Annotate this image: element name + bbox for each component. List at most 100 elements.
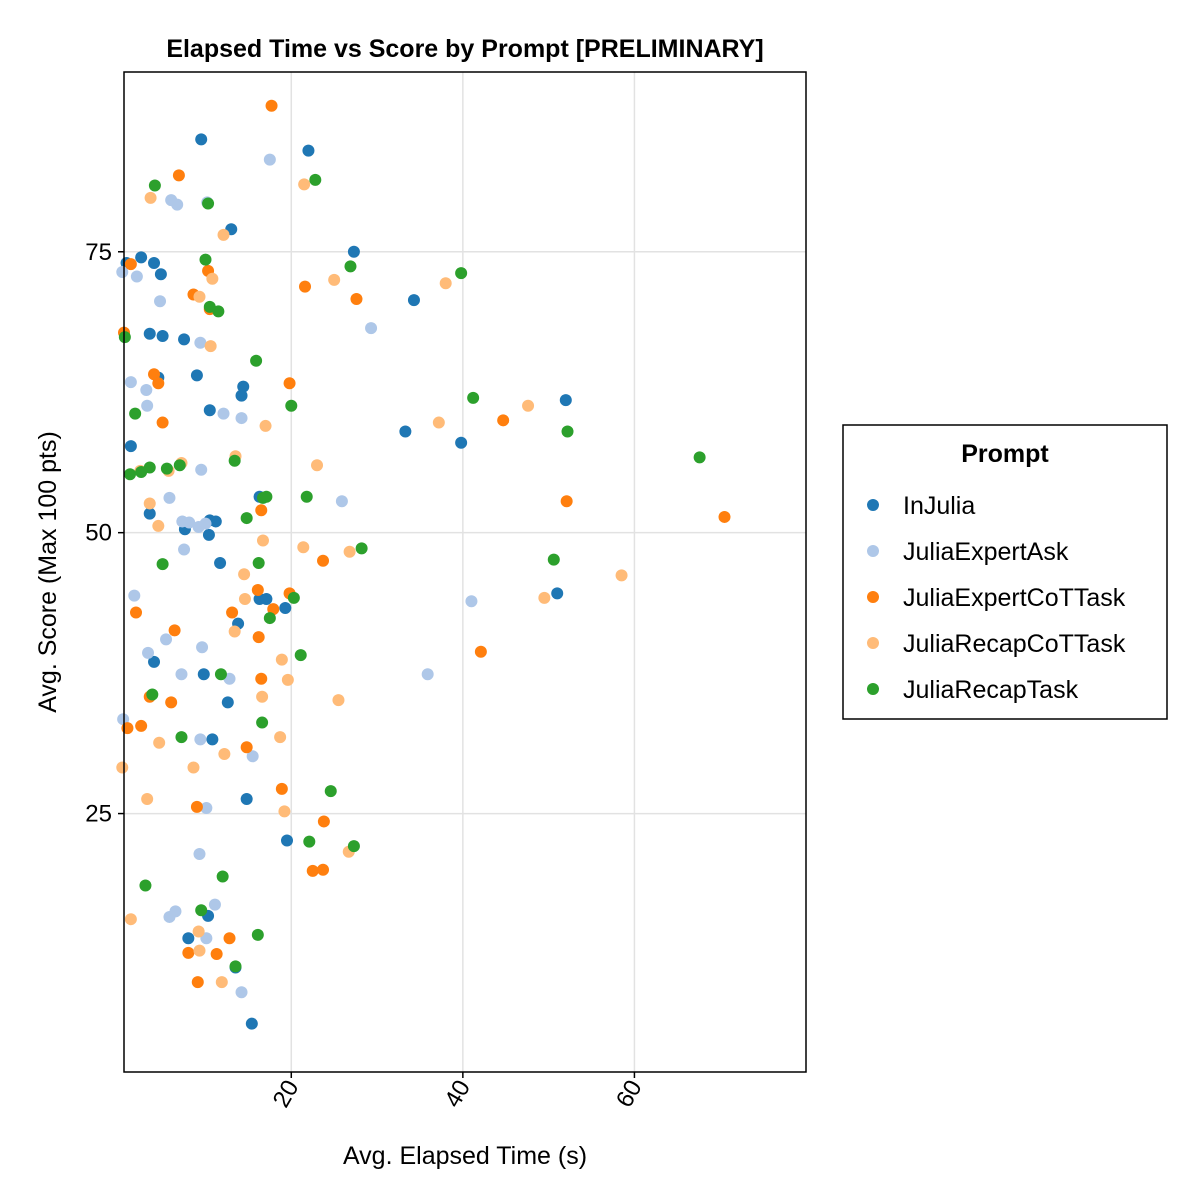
point-juliarecapcottask (239, 593, 251, 605)
point-juliaexpertcottask (255, 504, 267, 516)
point-injulia (125, 440, 137, 452)
y-tick-label: 75 (85, 239, 112, 266)
point-juliaexpertask (209, 899, 221, 911)
point-injulia (222, 696, 234, 708)
point-juliarecaptask (348, 840, 360, 852)
point-juliarecaptask (215, 668, 227, 680)
point-juliarecaptask (230, 960, 242, 972)
point-juliarecapcottask (206, 273, 218, 285)
point-juliarecaptask (135, 466, 147, 478)
point-juliarecapcottask (274, 731, 286, 743)
legend-marker-injulia (867, 499, 879, 511)
point-juliarecaptask (295, 649, 307, 661)
point-juliaexpertask (194, 733, 206, 745)
chart-title: Elapsed Time vs Score by Prompt [PRELIMI… (166, 35, 763, 63)
point-juliarecapcottask (193, 291, 205, 303)
point-injulia (144, 328, 156, 340)
point-juliarecapcottask (298, 178, 310, 190)
point-juliaexpertask (422, 668, 434, 680)
point-juliarecaptask (694, 451, 706, 463)
point-injulia (302, 145, 314, 157)
point-injulia (206, 733, 218, 745)
point-juliarecaptask (325, 785, 337, 797)
point-juliarecaptask (562, 426, 574, 438)
y-tick-label: 50 (85, 520, 112, 547)
point-juliaexpertask (199, 518, 211, 530)
legend-label: JuliaExpertAsk (903, 538, 1069, 566)
point-injulia (178, 333, 190, 345)
point-juliaexpertcottask (497, 414, 509, 426)
point-injulia (246, 1018, 258, 1030)
point-juliarecapcottask (311, 459, 323, 471)
point-juliarecaptask (548, 554, 560, 566)
point-juliaexpertask (365, 322, 377, 334)
point-juliarecaptask (157, 558, 169, 570)
point-injulia (260, 593, 272, 605)
point-juliaexpertask (160, 633, 172, 645)
point-juliaexpertask (196, 641, 208, 653)
point-juliarecapcottask (616, 569, 628, 581)
point-juliarecapcottask (218, 229, 230, 241)
point-juliarecaptask (288, 592, 300, 604)
point-juliarecaptask (285, 400, 297, 412)
point-juliarecapcottask (229, 626, 241, 638)
point-juliaexpertask (465, 595, 477, 607)
point-juliarecaptask (455, 267, 467, 279)
point-juliaexpertcottask (224, 932, 236, 944)
point-juliaexpertcottask (318, 815, 330, 827)
point-juliaexpertcottask (182, 947, 194, 959)
point-injulia (348, 246, 360, 258)
point-juliarecaptask (264, 612, 276, 624)
plot-frame (124, 72, 806, 1072)
point-juliarecapcottask (216, 976, 228, 988)
point-juliaexpertcottask (165, 696, 177, 708)
legend-marker-juliaexpertcottask (867, 591, 879, 603)
point-injulia (182, 932, 194, 944)
point-juliarecapcottask (193, 926, 205, 938)
legend-title: Prompt (961, 440, 1049, 468)
point-juliaexpertask (141, 400, 153, 412)
point-juliarecapcottask (218, 748, 230, 760)
point-juliarecapcottask (328, 274, 340, 286)
point-juliarecapcottask (276, 654, 288, 666)
point-juliaexpertask (236, 986, 248, 998)
point-juliaexpertask (194, 337, 206, 349)
point-juliaexpertcottask (192, 976, 204, 988)
point-juliarecapcottask (152, 520, 164, 532)
point-juliaexpertask (195, 464, 207, 476)
point-injulia (155, 268, 167, 280)
point-injulia (399, 426, 411, 438)
x-tick-label: 60 (611, 1076, 648, 1113)
point-juliarecaptask (250, 355, 262, 367)
point-juliaexpertcottask (299, 281, 311, 293)
point-juliarecapcottask (125, 913, 137, 925)
point-juliaexpertcottask (226, 606, 238, 618)
point-juliarecaptask (195, 904, 207, 916)
point-juliaexpertcottask (121, 722, 133, 734)
point-juliarecapcottask (257, 535, 269, 547)
point-juliarecapcottask (282, 674, 294, 686)
point-injulia (195, 133, 207, 145)
axis-ticks: 20 40 60 25 50 75 (85, 239, 647, 1112)
point-juliarecaptask (356, 542, 368, 554)
legend-label: JuliaRecapCoTTask (903, 630, 1126, 658)
point-juliaexpertask (140, 384, 152, 396)
point-juliarecapcottask (187, 762, 199, 774)
point-juliaexpertcottask (191, 801, 203, 813)
point-injulia (281, 835, 293, 847)
legend-marker-juliarecaptask (867, 683, 879, 695)
point-injulia (241, 793, 253, 805)
point-juliaexpertcottask (157, 417, 169, 429)
legend-label: InJulia (903, 492, 975, 520)
point-juliarecaptask (260, 491, 272, 503)
point-juliarecapcottask (256, 691, 268, 703)
point-juliarecapcottask (238, 568, 250, 580)
point-injulia (203, 529, 215, 541)
grid-lines (124, 72, 806, 1072)
point-juliaexpertcottask (173, 169, 185, 181)
point-injulia (214, 557, 226, 569)
point-juliarecaptask (229, 455, 241, 467)
point-juliaexpertcottask (266, 100, 278, 112)
point-juliaexpertcottask (317, 555, 329, 567)
point-juliarecaptask (301, 491, 313, 503)
